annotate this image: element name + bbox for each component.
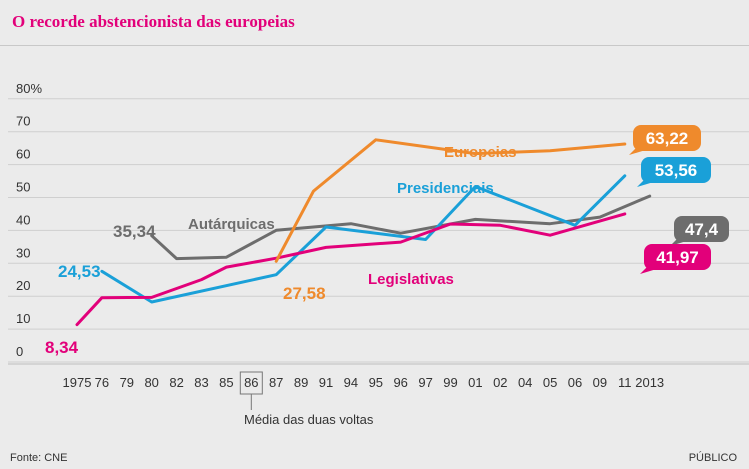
- x-tick-label: 83: [194, 375, 208, 390]
- x-tick-label: 86: [244, 375, 258, 390]
- end-value-autarquicas-bg: [674, 216, 729, 242]
- x-tick-label: 11: [618, 375, 632, 390]
- y-tick-label: 40: [16, 212, 30, 227]
- end-value-legislativas-pointer: [640, 264, 660, 274]
- publisher-credit: PÚBLICO: [688, 452, 737, 464]
- end-value-presidenciais-pointer: [637, 177, 657, 187]
- x-tick-label: 96: [393, 375, 407, 390]
- x-tick-label: 94: [344, 375, 358, 390]
- x-tick-label: 79: [120, 375, 134, 390]
- chart-title: O recorde abstencionista das europeias: [12, 12, 295, 31]
- end-value-autarquicas-pointer: [670, 236, 690, 246]
- end-value-europeias-pointer: [629, 145, 649, 155]
- label-layer: Europeias Presidenciais Autárquicas Legisla…: [45, 125, 729, 357]
- x-tick-label: 05: [543, 375, 557, 390]
- x-tick-label: 76: [95, 375, 109, 390]
- y-tick-label: 10: [16, 311, 30, 326]
- series-line-legislativas: [75, 212, 627, 327]
- series-line-europeias: [274, 138, 627, 263]
- y-tick-label: 0: [16, 344, 23, 359]
- x-tick-label: 02: [493, 375, 507, 390]
- x-tick-label: 82: [169, 375, 183, 390]
- x-tick-label: 80: [144, 375, 158, 390]
- end-value-europeias-bg: [633, 125, 701, 151]
- start-value-legislativas: 8,34: [45, 338, 79, 357]
- end-value-presidenciais-bg: [641, 157, 711, 183]
- series-name-legislativas: Legislativas: [368, 271, 454, 288]
- series-name-presidenciais: Presidenciais: [397, 180, 494, 197]
- y-tick-label: 70: [16, 114, 30, 129]
- series-name-autarquicas: Autárquicas: [188, 216, 275, 233]
- end-value-presidenciais: 53,56: [655, 161, 698, 180]
- series-line-presidenciais: [100, 174, 627, 304]
- x-tick-label: 95: [369, 375, 383, 390]
- y-tick-label: 50: [16, 180, 30, 195]
- series-layer: [75, 138, 652, 327]
- x-tick-label: 2013: [635, 375, 664, 390]
- title-divider: [0, 45, 749, 46]
- x-tick-label: 87: [269, 375, 283, 390]
- end-value-autarquicas: 47,4: [685, 220, 719, 239]
- series-line-autárquicas: [150, 194, 652, 261]
- series-name-europeias: Europeias: [444, 144, 517, 161]
- note-two-rounds-average: Média das duas voltas: [244, 412, 374, 427]
- y-tick-label: 60: [16, 147, 30, 162]
- x-tick-label: 09: [593, 375, 607, 390]
- x-tick-label: 06: [568, 375, 582, 390]
- end-value-legislativas: 41,97: [656, 248, 699, 267]
- end-value-legislativas-bg: [644, 244, 711, 270]
- grid-layer: [8, 98, 749, 365]
- x-tick-label: 99: [443, 375, 457, 390]
- end-value-europeias: 63,22: [646, 129, 689, 148]
- start-value-europeias: 27,58: [283, 284, 326, 303]
- y-tick-label: 30: [16, 245, 30, 260]
- x-tick-label: 01: [468, 375, 482, 390]
- y-tick-label: 80%: [16, 81, 42, 96]
- start-value-presidenciais: 24,53: [58, 262, 101, 281]
- x-tick-label: 97: [418, 375, 432, 390]
- axis-layer: 80% 70 60 50 40 30 20 10 0 1975 76 79 80 82 83 85 86 87 89…: [16, 81, 664, 410]
- x-tick-label: 85: [219, 375, 233, 390]
- x-tick-label: 1975: [63, 375, 92, 390]
- y-tick-label: 20: [16, 278, 30, 293]
- source-credit: Fonte: CNE: [10, 452, 68, 464]
- x-tick-label: 89: [294, 375, 308, 390]
- x-tick-label: 91: [319, 375, 333, 390]
- start-value-autarquicas: 35,34: [113, 222, 156, 241]
- x-tick-label: 04: [518, 375, 532, 390]
